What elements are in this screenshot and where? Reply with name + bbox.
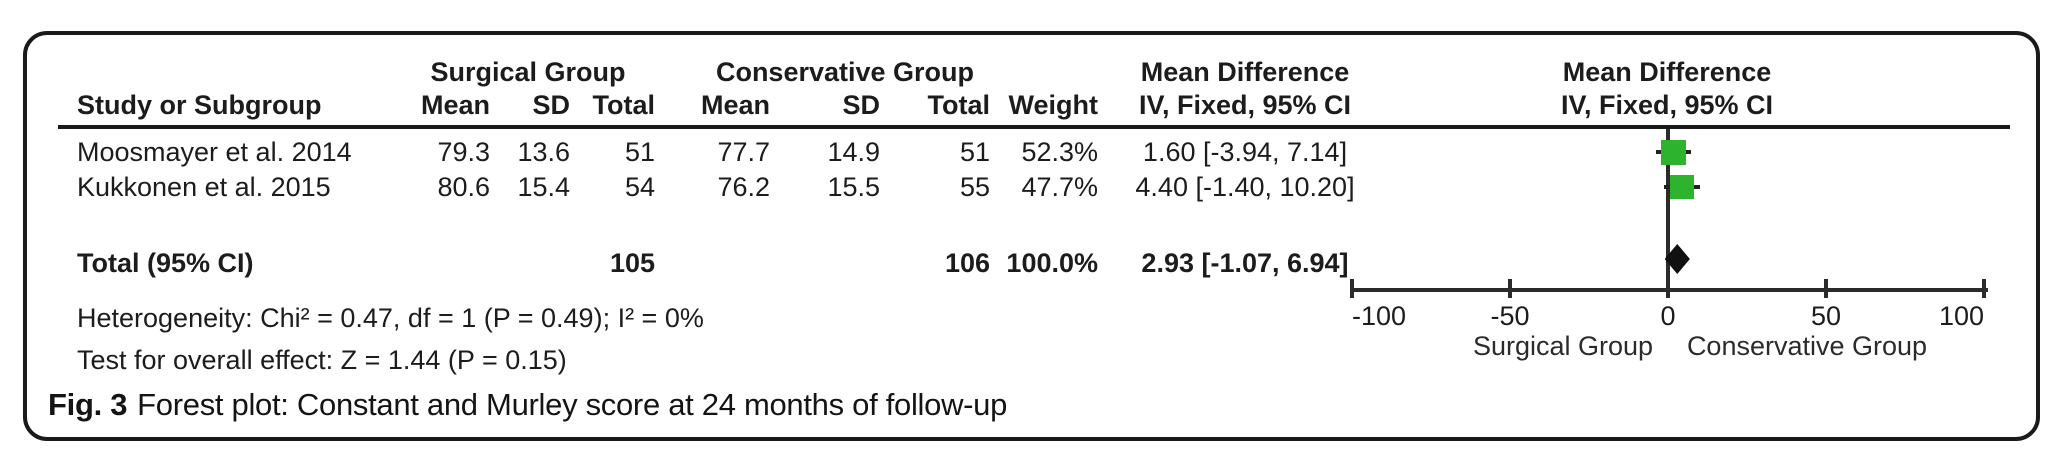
caption-text: Forest plot: Constant and Murley score a… xyxy=(137,387,1008,422)
study-name: Moosmayer et al. 2014 xyxy=(77,137,352,167)
axis-label-conservative-group: Conservative Group xyxy=(1686,331,1928,361)
column-header-weight: Weight xyxy=(1008,90,1099,120)
axis-tick xyxy=(1666,279,1670,298)
conservative-total: 51 xyxy=(959,137,990,167)
heterogeneity-row: Heterogeneity: Chi² = 0.47, df = 1 (P = … xyxy=(0,304,2062,332)
column-header-surgical-mean: Mean xyxy=(420,90,490,120)
surgical-mean: 79.3 xyxy=(437,137,490,167)
heterogeneity-text: Heterogeneity: Chi² = 0.47, df = 1 (P = … xyxy=(77,303,704,333)
column-header-row: Study or Subgroup Mean SD Total Mean SD … xyxy=(0,91,2062,119)
axis-tick xyxy=(1508,279,1512,298)
total-ci: 2.93 [-1.07, 6.94] xyxy=(1141,248,1349,278)
ci-value: 4.40 [-1.40, 10.20] xyxy=(1135,172,1355,202)
group-header-surgical: Surgical Group xyxy=(430,57,626,87)
figure-caption: Fig. 3 Forest plot: Constant and Murley s… xyxy=(48,388,1007,422)
conservative-mean: 76.2 xyxy=(717,172,770,202)
study-row-kukkonen: Kukkonen et al. 2015 80.6 15.4 54 76.2 1… xyxy=(0,173,2062,201)
surgical-total: 54 xyxy=(624,172,655,202)
axis-tick-label: -50 xyxy=(1490,301,1530,331)
axis-tick-label: 100 xyxy=(1938,301,1984,331)
axis-tick xyxy=(1824,279,1828,298)
study-point-marker xyxy=(1669,175,1694,199)
conservative-sd: 14.9 xyxy=(827,137,880,167)
axis-tick-label: 0 xyxy=(1660,301,1676,331)
column-header-conservative-mean: Mean xyxy=(700,90,770,120)
conservative-sd: 15.5 xyxy=(827,172,880,202)
total-conservative-n: 106 xyxy=(944,248,990,278)
conservative-mean: 77.7 xyxy=(717,137,770,167)
weight-value: 52.3% xyxy=(1021,137,1098,167)
column-header-surgical-total: Total xyxy=(592,90,656,120)
weight-value: 47.7% xyxy=(1021,172,1098,202)
conservative-total: 55 xyxy=(959,172,990,202)
group-header-conservative: Conservative Group xyxy=(715,57,975,87)
study-point-marker xyxy=(1660,139,1686,165)
overall-effect-row: Test for overall effect: Z = 1.44 (P = 0… xyxy=(0,346,2062,374)
header-divider xyxy=(58,125,2010,129)
column-header-surgical-sd: SD xyxy=(532,90,570,120)
column-header-conservative-total: Total xyxy=(927,90,991,120)
surgical-sd: 15.4 xyxy=(517,172,570,202)
total-row: Total (95% CI) 105 106 100.0% 2.93 [-1.0… xyxy=(0,249,2062,277)
group-header-row: Surgical Group Conservative Group Mean D… xyxy=(0,58,2062,86)
group-header-mean-difference: Mean Difference xyxy=(1140,57,1350,87)
column-header-ci: IV, Fixed, 95% CI xyxy=(1138,90,1352,120)
zero-effect-line xyxy=(1666,129,1670,290)
surgical-sd: 13.6 xyxy=(517,137,570,167)
ci-value: 1.60 [-3.94, 7.14] xyxy=(1142,137,1348,167)
plot-header-ci: IV, Fixed, 95% CI xyxy=(1560,90,1774,120)
axis-tick-label: 50 xyxy=(1810,301,1842,331)
total-surgical-n: 105 xyxy=(609,248,655,278)
study-row-moosmayer: Moosmayer et al. 2014 79.3 13.6 51 77.7 … xyxy=(0,138,2062,166)
column-header-study: Study or Subgroup xyxy=(77,90,322,120)
plot-header-mean-difference: Mean Difference xyxy=(1562,57,1772,87)
overall-effect-text: Test for overall effect: Z = 1.44 (P = 0… xyxy=(77,345,567,375)
axis-tick xyxy=(1350,279,1354,298)
column-header-conservative-sd: SD xyxy=(842,90,880,120)
total-label: Total (95% CI) xyxy=(77,248,254,278)
study-name: Kukkonen et al. 2015 xyxy=(77,172,331,202)
caption-label: Fig. 3 xyxy=(48,387,128,422)
figure-border xyxy=(23,31,2040,441)
axis-tick-label: -100 xyxy=(1352,301,1407,331)
surgical-mean: 80.6 xyxy=(437,172,490,202)
axis-label-surgical-group: Surgical Group xyxy=(1472,331,1654,361)
x-axis-line xyxy=(1352,288,1988,292)
surgical-total: 51 xyxy=(624,137,655,167)
axis-tick xyxy=(1982,279,1986,298)
total-weight: 100.0% xyxy=(1006,248,1098,278)
